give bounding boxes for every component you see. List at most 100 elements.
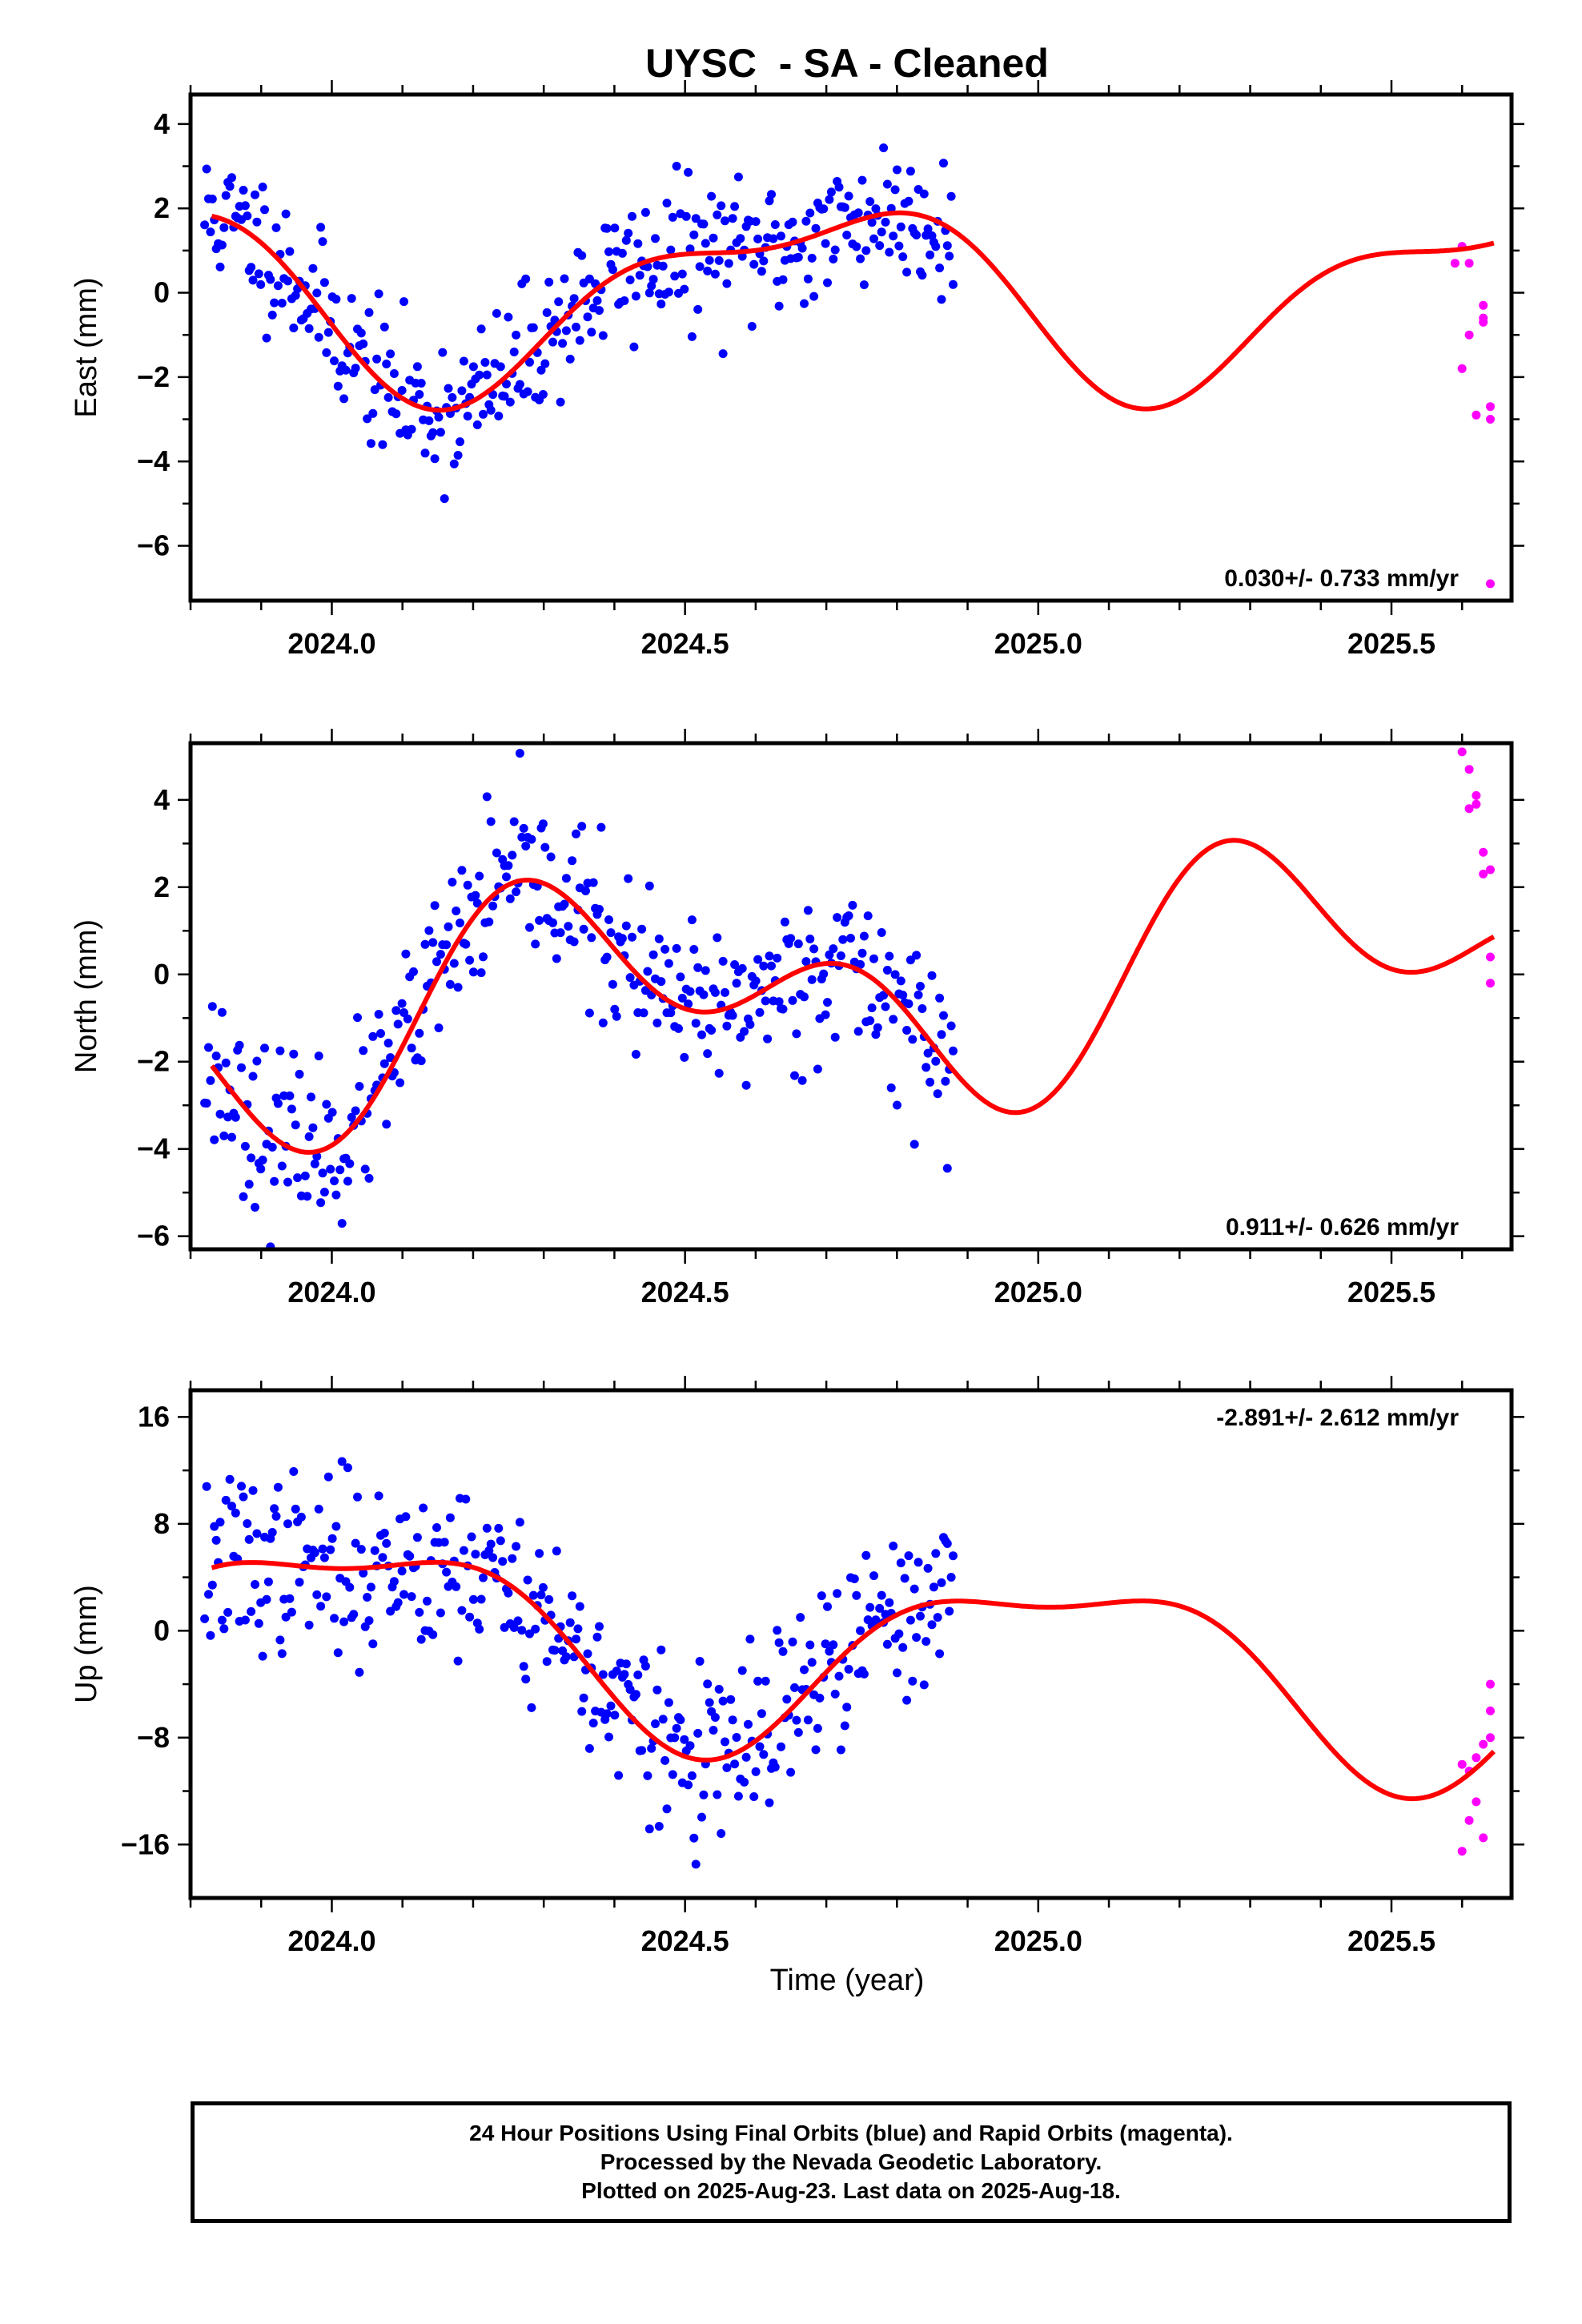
final-orbit-point [737, 1666, 747, 1675]
final-orbit-point [931, 1056, 941, 1066]
final-orbit-point [833, 913, 842, 923]
final-orbit-point [730, 202, 740, 211]
final-orbit-point [318, 237, 327, 247]
final-orbit-point [759, 1750, 769, 1759]
final-orbit-point [512, 330, 521, 340]
final-orbit-point [459, 1546, 468, 1555]
final-orbit-point [631, 1050, 640, 1059]
final-orbit-point [825, 195, 834, 204]
final-orbit-point [519, 1662, 528, 1671]
final-orbit-point [312, 1590, 322, 1599]
final-orbit-point [859, 931, 869, 941]
final-orbit-point [809, 292, 819, 301]
final-orbit-point [475, 871, 484, 881]
final-orbit-point [588, 1719, 598, 1728]
final-orbit-point [912, 231, 921, 239]
final-orbit-point [687, 332, 697, 341]
final-orbit-point [842, 1703, 852, 1712]
final-orbit-point [710, 269, 720, 279]
final-orbit-point [453, 983, 463, 992]
final-orbit-point [434, 1023, 444, 1032]
final-orbit-point [838, 935, 848, 944]
final-orbit-point [923, 224, 933, 234]
rapid-orbit-point [1479, 869, 1488, 879]
final-orbit-point [440, 1538, 449, 1547]
final-orbit-point [359, 1046, 368, 1055]
final-orbit-point [444, 922, 453, 931]
final-orbit-point [502, 872, 511, 882]
final-orbit-point [890, 185, 900, 195]
final-orbit-point [926, 250, 935, 259]
final-orbit-point [713, 1790, 722, 1799]
final-orbit-point [456, 437, 464, 447]
final-orbit-point [875, 1603, 885, 1613]
final-orbit-point [807, 253, 817, 263]
rapid-orbit-point [1457, 747, 1467, 757]
final-orbit-point [463, 412, 472, 421]
final-orbit-point [323, 328, 333, 337]
final-orbit-point [935, 1649, 945, 1659]
final-orbit-point [757, 1709, 766, 1719]
final-orbit-point [364, 308, 374, 317]
final-orbit-point [546, 852, 556, 862]
final-orbit-point [256, 279, 266, 289]
final-orbit-point [452, 907, 461, 915]
final-orbit-point [651, 1719, 660, 1728]
final-orbit-point [921, 1063, 931, 1072]
final-orbit-point [508, 850, 517, 860]
final-orbit-point [894, 241, 904, 251]
final-orbit-point [345, 1582, 355, 1592]
final-orbit-point [327, 1108, 337, 1117]
final-orbit-point [900, 1574, 909, 1583]
final-orbit-point [400, 297, 408, 307]
final-orbit-point [946, 1021, 956, 1031]
final-orbit-point [351, 1106, 360, 1116]
final-orbit-point [374, 1010, 383, 1019]
final-orbit-point [830, 245, 840, 255]
final-orbit-point [849, 1574, 859, 1583]
final-orbit-point [625, 275, 635, 284]
final-orbit-point [604, 1732, 613, 1742]
final-orbit-point [595, 306, 604, 316]
final-orbit-point [568, 856, 577, 866]
final-orbit-point [452, 1582, 461, 1591]
final-orbit-point [759, 961, 769, 971]
final-orbit-point [204, 1043, 213, 1052]
final-orbit-point [786, 934, 796, 943]
final-orbit-point [644, 881, 654, 891]
final-orbit-point [542, 308, 552, 317]
final-orbit-point [465, 1612, 475, 1622]
final-orbit-point [353, 1013, 362, 1023]
final-orbit-point [596, 822, 606, 832]
final-orbit-point [407, 1592, 416, 1602]
rapid-orbit-point [1486, 1733, 1495, 1743]
final-orbit-point [937, 1578, 946, 1587]
final-orbit-point [751, 1767, 761, 1776]
final-orbit-point [379, 1528, 389, 1538]
final-orbit-point [391, 409, 401, 419]
final-orbit-point [722, 279, 732, 288]
final-orbit-point [788, 217, 797, 227]
final-orbit-point [917, 271, 927, 280]
final-orbit-point [482, 792, 492, 802]
final-orbit-point [685, 244, 695, 254]
final-orbit-point [248, 1072, 258, 1081]
final-orbit-point [730, 960, 740, 969]
final-orbit-point [788, 995, 797, 1005]
final-orbit-point [333, 1648, 343, 1658]
final-orbit-point [800, 1665, 809, 1675]
final-orbit-point [240, 201, 250, 211]
final-orbit-point [584, 274, 594, 283]
final-orbit-point [625, 973, 635, 983]
final-orbit-point [572, 322, 580, 332]
final-orbit-point [207, 195, 217, 203]
final-orbit-point [536, 1590, 546, 1600]
final-orbit-point [909, 1140, 919, 1149]
final-orbit-point [803, 1715, 813, 1725]
final-orbit-point [863, 911, 873, 921]
final-orbit-point [256, 1164, 266, 1174]
final-orbit-point [316, 1198, 326, 1208]
model-curve [211, 1559, 1496, 1802]
final-orbit-point [844, 191, 853, 201]
final-orbit-point [239, 1492, 248, 1502]
